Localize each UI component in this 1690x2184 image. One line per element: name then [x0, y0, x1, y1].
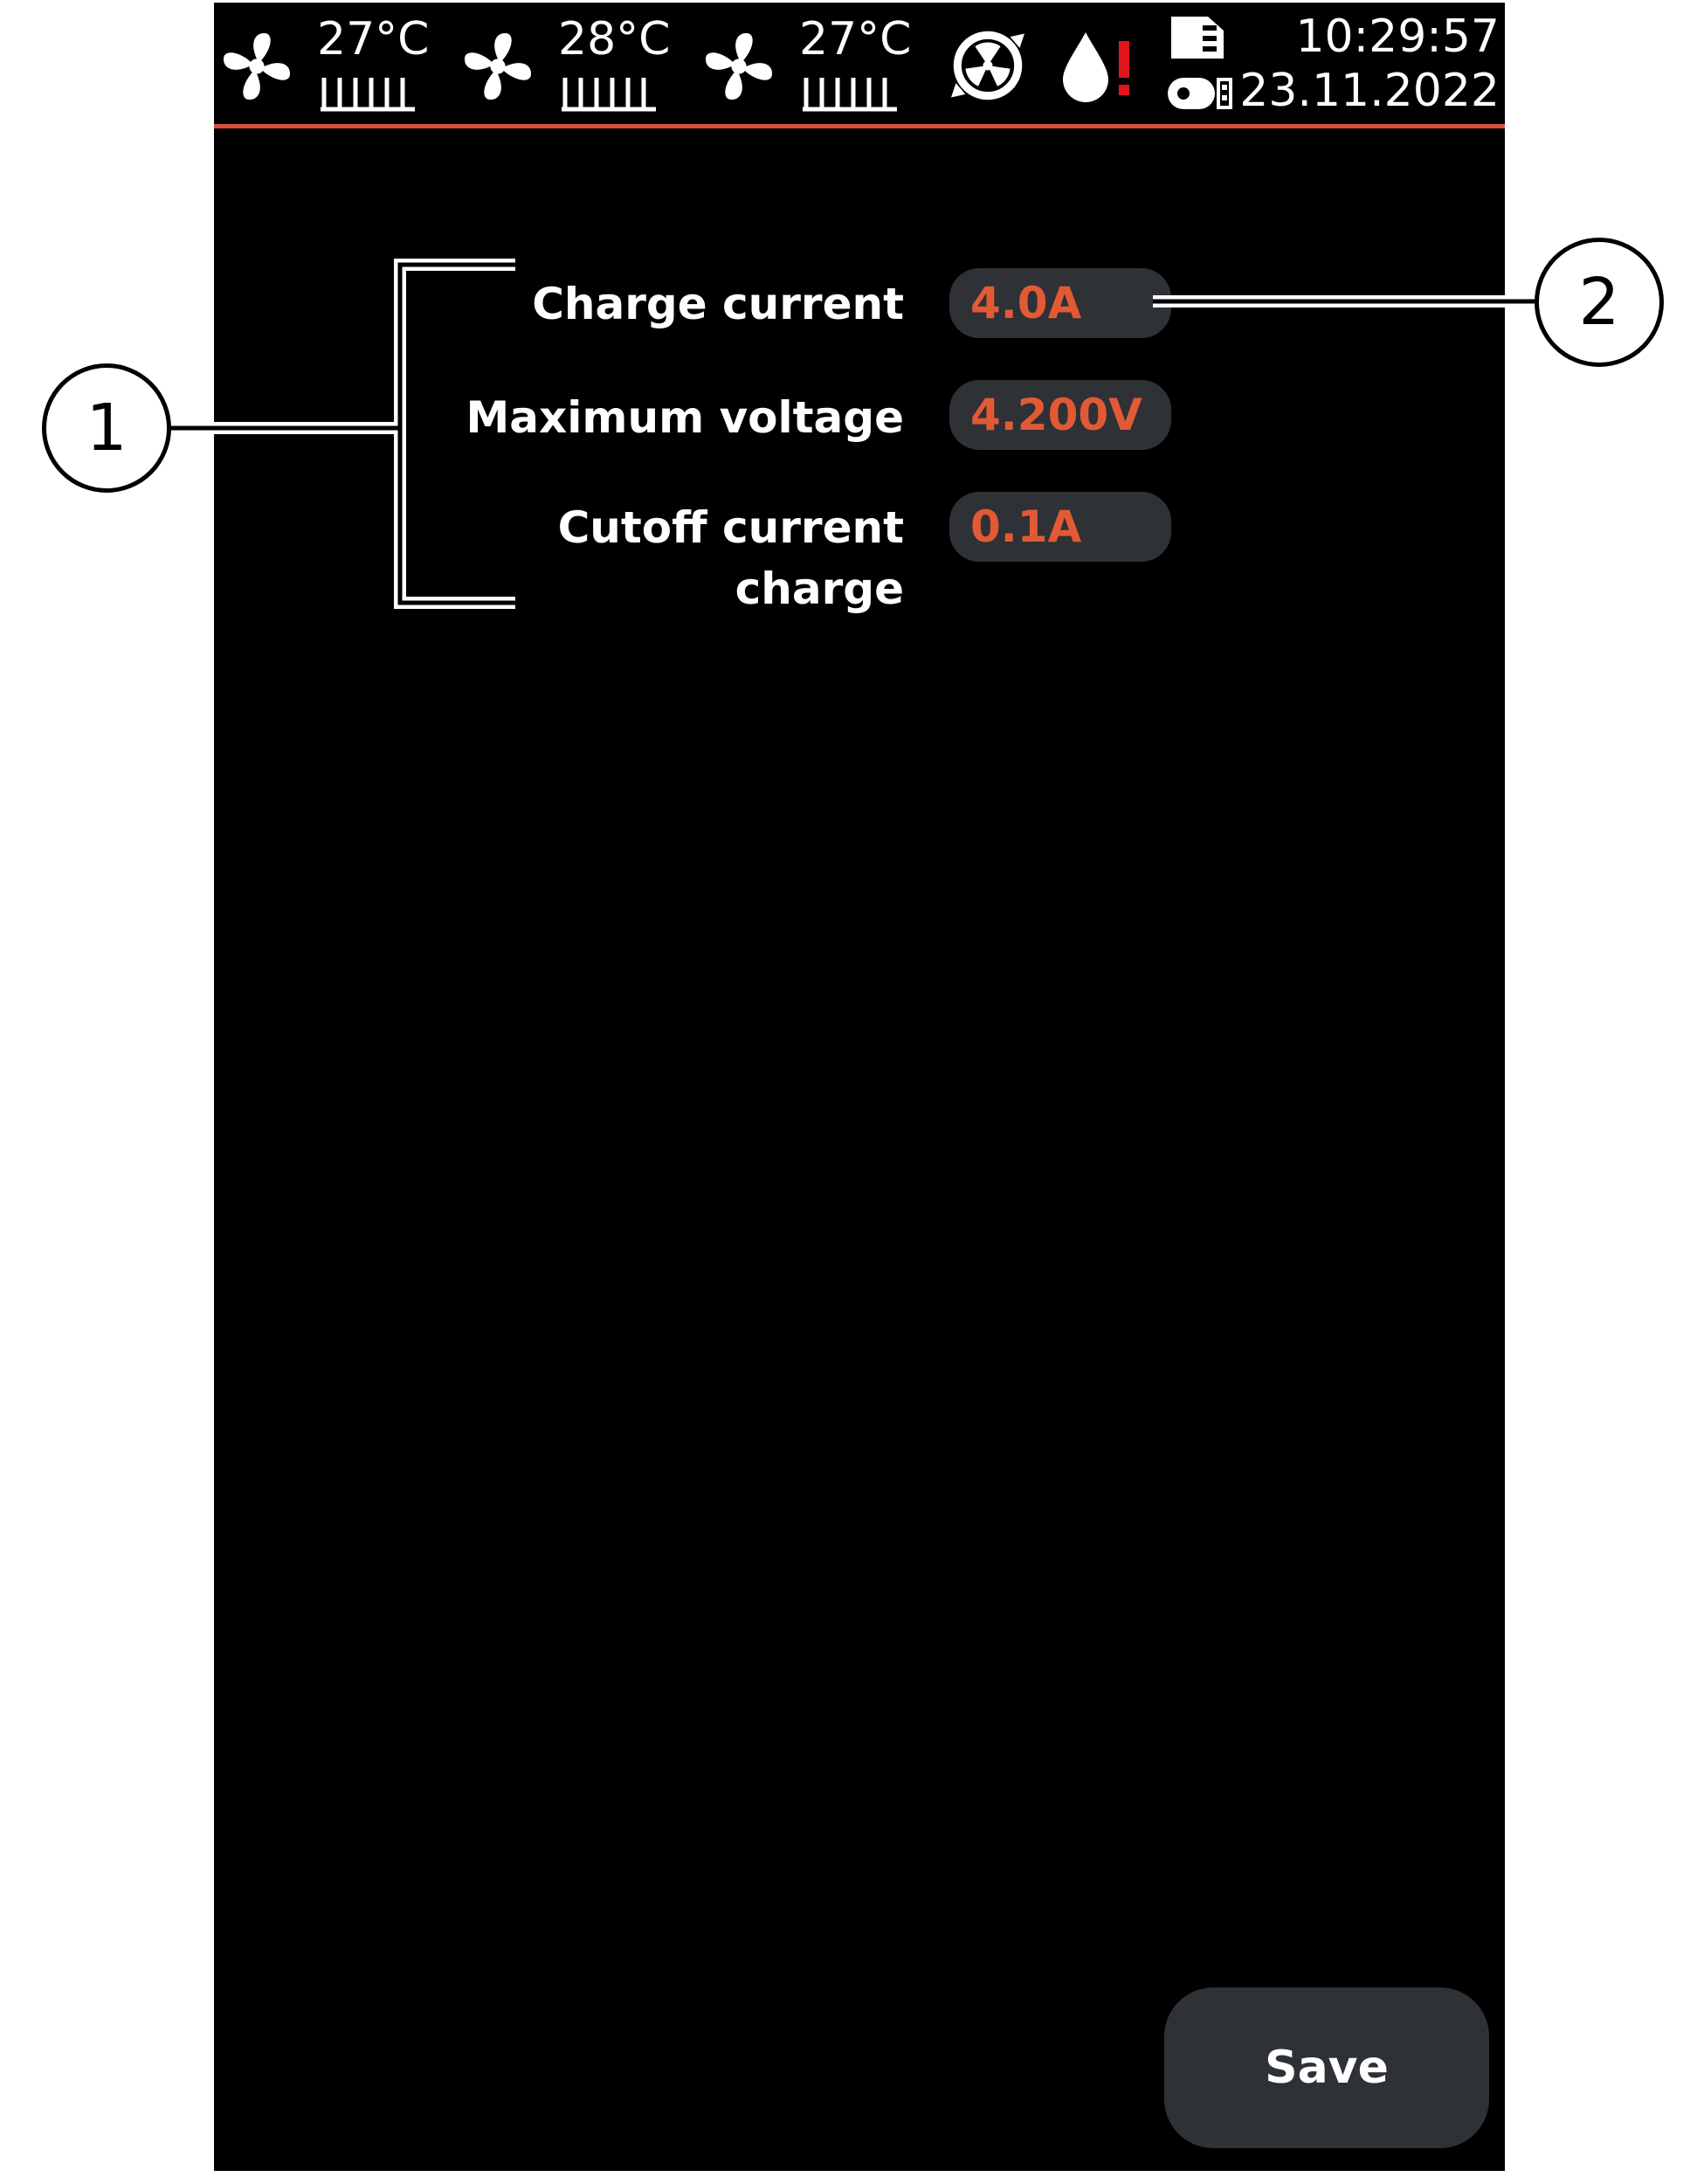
fan-2-temperature: 28°C	[558, 13, 671, 66]
callout-2: 2	[1535, 238, 1664, 367]
radiation-fan-icon	[951, 31, 1024, 100]
charge-current-field[interactable]: 4.0A	[949, 268, 1171, 338]
status-bar: 27°C 28°C	[214, 3, 1505, 125]
status-divider	[214, 124, 1505, 128]
fan-icon	[464, 32, 532, 100]
heatsink-icon	[803, 78, 897, 112]
status-date: 23.11.2022	[1239, 65, 1500, 117]
heatsink-icon	[562, 78, 656, 112]
charge-current-label: Charge current	[532, 279, 904, 329]
cutoff-current-label: Cutoff current charge	[557, 502, 904, 614]
sd-card-icon	[1171, 17, 1224, 59]
water-drop-warning-icon	[1063, 32, 1129, 102]
fan-icon	[223, 32, 291, 100]
heatsink-icon	[321, 78, 415, 112]
status-time: 10:29:57	[1295, 10, 1500, 63]
fan-3-temperature: 27°C	[799, 13, 912, 66]
callout-1: 1	[42, 363, 171, 493]
fan-1-temperature: 27°C	[317, 13, 430, 66]
usb-drive-icon	[1168, 78, 1232, 109]
fan-icon	[705, 32, 773, 100]
cutoff-current-field[interactable]: 0.1A	[949, 492, 1171, 562]
maximum-voltage-field[interactable]: 4.200V	[949, 380, 1171, 450]
device-screen: 27°C 28°C	[214, 3, 1505, 2171]
save-button[interactable]: Save	[1164, 1987, 1489, 2148]
maximum-voltage-label: Maximum voltage	[466, 392, 904, 443]
clock: 10:29:57 23.11.2022	[1239, 10, 1500, 118]
